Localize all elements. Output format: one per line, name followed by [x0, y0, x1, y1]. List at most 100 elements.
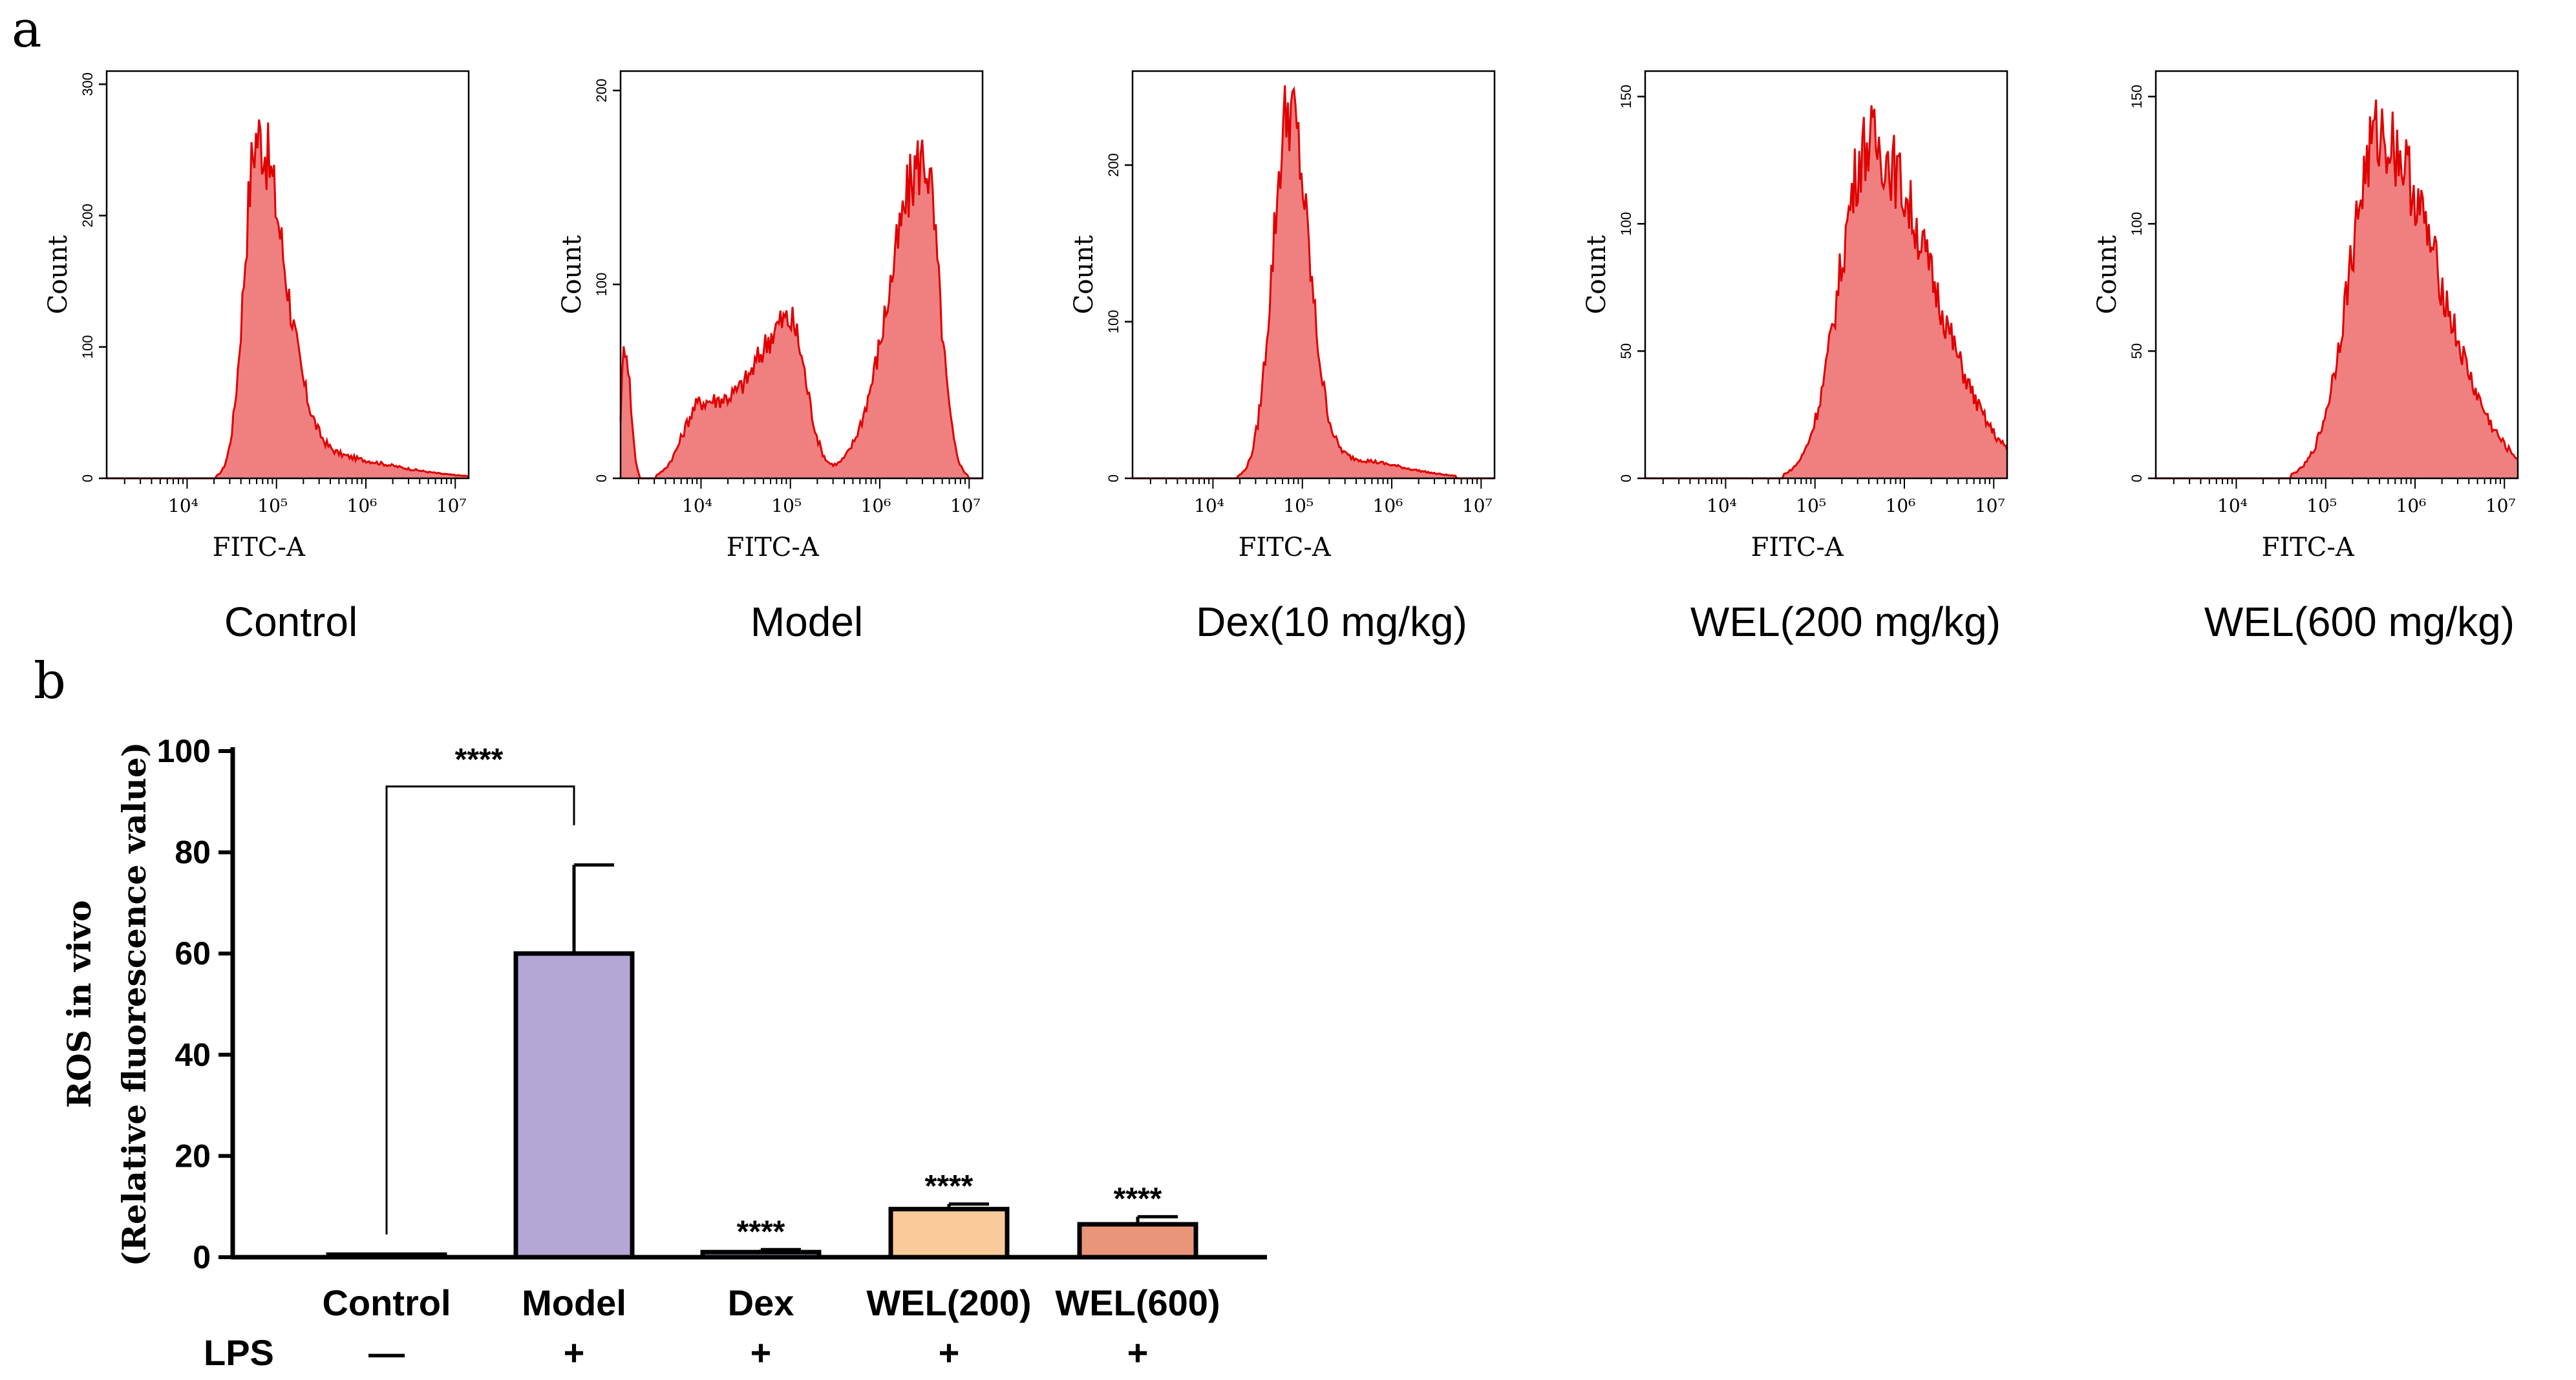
y-tick-label: 80 [175, 834, 211, 871]
y-tick-label: 150 [2129, 85, 2145, 109]
y-axis-label: Count [557, 235, 587, 314]
x-category-label: WEL(600) [1055, 1282, 1220, 1323]
y-tick-label: 50 [1618, 343, 1634, 359]
bar-group: **** [700, 1215, 822, 1260]
panel-label-a: a [12, 1, 42, 59]
y-axis-label-line1: ROS in vivo [60, 900, 98, 1109]
histogram-area [107, 119, 469, 478]
x-tick-label: 10⁷ [2486, 495, 2516, 516]
x-tick-label: 10⁴ [1707, 495, 1737, 516]
x-category-label: Control [322, 1282, 451, 1323]
y-axis-label: Count [1582, 235, 1612, 314]
y-tick-label: 60 [175, 935, 211, 971]
significance-stars: **** [737, 1215, 785, 1249]
bar [700, 1249, 822, 1260]
plot-frame [2155, 70, 2519, 480]
y-tick-label: 150 [1618, 85, 1634, 109]
y-tick-label: 100 [80, 335, 96, 359]
lps-indicator: + [750, 1332, 772, 1373]
y-tick-label: 20 [175, 1138, 211, 1174]
x-tick-label: 10⁶ [861, 495, 891, 516]
lps-indicator: + [564, 1332, 585, 1373]
bar-group: **** [1077, 1182, 1198, 1260]
x-axis-label: FITC-A [2262, 533, 2355, 562]
histogram-area [621, 140, 983, 478]
panel-label-b: b [34, 652, 66, 710]
x-tick-label: 10⁵ [2306, 495, 2337, 516]
x-tick-label: 10⁵ [257, 495, 288, 516]
plot-frame [1131, 70, 1496, 480]
x-tick-label: 10⁴ [168, 495, 198, 516]
x-tick-label: 10⁶ [347, 495, 378, 516]
bracket-line [385, 785, 575, 1235]
x-tick-label: 10⁵ [1283, 495, 1314, 516]
y-tick-label: 0 [1618, 474, 1634, 482]
bar [888, 1207, 1010, 1260]
y-tick-label: 0 [193, 1239, 211, 1275]
y-tick-label: 40 [175, 1037, 211, 1073]
lps-indicator: — [368, 1332, 405, 1373]
x-tick-label: 10⁴ [2217, 495, 2248, 516]
y-tick-label: 100 [1105, 310, 1122, 334]
y-tick-label: 0 [2129, 474, 2145, 482]
x-axis-label: FITC-A [213, 533, 306, 562]
bar-group [513, 863, 635, 1260]
y-tick-label: 300 [80, 72, 96, 96]
y-tick-label: 0 [80, 474, 96, 482]
histogram-panels: 0 100 200 300 10⁴ 10⁵ 10⁶ 10⁷ FITC-A Count Control… [43, 70, 2519, 645]
y-tick-label: 100 [157, 733, 211, 769]
histogram-chart: 0 50 100 150 10⁴ 10⁵ 10⁶ 10⁷ FITC-A Count WEL(600 … [2092, 70, 2519, 645]
x-tick-label: 10⁶ [2396, 495, 2427, 516]
histogram-title: WEL(200 mg/kg) [1690, 599, 2001, 645]
y-tick-label: 100 [593, 273, 610, 297]
y-tick-label: 200 [1105, 153, 1122, 177]
significance-stars: **** [1114, 1182, 1162, 1216]
bracket-significance: **** [455, 743, 504, 777]
x-tick-label: 10⁶ [1373, 495, 1403, 516]
x-tick-label: 10⁴ [682, 495, 712, 516]
x-tick-label: 10⁷ [436, 495, 467, 516]
x-tick-label: 10⁵ [771, 495, 802, 516]
x-axis-label: FITC-A [1751, 533, 1844, 562]
y-tick-label: 0 [593, 474, 610, 482]
y-tick-label: 200 [593, 79, 610, 103]
bar-group: **** [888, 1169, 1010, 1260]
x-tick-label: 10⁵ [1796, 495, 1826, 516]
y-axis-label: Count [43, 235, 73, 314]
histogram-area [1645, 105, 2007, 478]
y-tick-label: 50 [2129, 343, 2145, 359]
plot-frame [1644, 70, 2008, 480]
y-tick-label: 0 [1105, 474, 1122, 482]
plot-frame [105, 70, 470, 480]
ros-bar-chart: 0 20 40 60 80 100 ROS in vivo (Relative fluores… [60, 733, 1267, 1373]
y-tick-label: 200 [80, 204, 96, 228]
histogram-title: Dex(10 mg/kg) [1196, 599, 1467, 645]
comparison-bracket: **** [385, 743, 575, 1235]
x-category-label: WEL(200) [866, 1282, 1031, 1323]
bar [1077, 1222, 1198, 1260]
bar [326, 1252, 447, 1260]
x-axis-label: FITC-A [1239, 533, 1332, 562]
x-category-label: Dex [728, 1282, 794, 1323]
x-category-label: Model [522, 1282, 626, 1323]
histogram-area [1133, 85, 1495, 478]
histogram-title: Model [750, 599, 863, 645]
histogram-area [2156, 100, 2518, 479]
x-tick-label: 10⁷ [1975, 495, 2005, 516]
x-tick-label: 10⁷ [1462, 495, 1493, 516]
y-axis-label: Count [1069, 235, 1099, 314]
histogram-outline [619, 140, 983, 480]
y-axis-label-line2: (Relative fluorescence value) [115, 742, 153, 1267]
lps-label: LPS [204, 1332, 274, 1373]
histogram-chart: 0 50 100 150 10⁴ 10⁵ 10⁶ 10⁷ FITC-A Count WEL(200 … [1582, 70, 2008, 645]
x-tick-label: 10⁴ [1194, 495, 1224, 516]
histogram-chart: 0 100 200 10⁴ 10⁵ 10⁶ 10⁷ FITC-A Count Model [557, 70, 984, 645]
significance-stars: **** [925, 1169, 974, 1204]
histogram-chart: 0 100 200 10⁴ 10⁵ 10⁶ 10⁷ FITC-A Count Dex(10 mg/… [1069, 70, 1496, 645]
y-tick-label: 100 [1618, 212, 1634, 236]
lps-indicator: + [1127, 1332, 1149, 1373]
histogram-title: Control [224, 599, 357, 645]
x-axis-label: FITC-A [727, 533, 820, 562]
histogram-title: WEL(600 mg/kg) [2204, 599, 2515, 645]
